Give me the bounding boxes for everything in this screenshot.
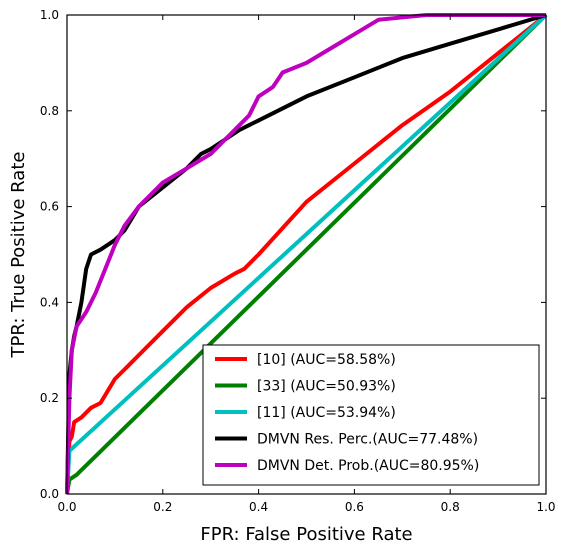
x-tick-label: 0.4 — [249, 500, 268, 514]
x-tick-label: 1.0 — [536, 500, 555, 514]
y-tick-label: 0.2 — [40, 391, 59, 405]
legend-entry-0: [10] (AUC=58.58%) — [257, 352, 396, 368]
y-axis-label: TPR: True Positive Rate — [8, 152, 29, 359]
legend-entry-2: [11] (AUC=53.94%) — [257, 405, 396, 421]
x-axis-label: FPR: False Positive Rate — [200, 524, 412, 545]
legend-entry-4: DMVN Det. Prob.(AUC=80.95%) — [257, 458, 479, 474]
legend: [10] (AUC=58.58%) [33] (AUC=50.93%) [11] (… — [203, 345, 539, 485]
y-tick-label: 0.4 — [40, 295, 59, 309]
legend-entry-1: [33] (AUC=50.93%) — [257, 379, 396, 395]
y-tick-label: 0.6 — [40, 200, 59, 214]
x-tick-label: 0.6 — [345, 500, 364, 514]
x-tick-label: 0.8 — [441, 500, 460, 514]
y-tick-label: 0.8 — [40, 104, 59, 118]
legend-entry-3: DMVN Res. Perc.(AUC=77.48%) — [257, 432, 478, 448]
y-tick-label: 1.0 — [40, 8, 59, 22]
y-tick-label: 0.0 — [40, 487, 59, 501]
x-tick-label: 0.2 — [153, 500, 172, 514]
x-tick-label: 0.0 — [57, 500, 76, 514]
